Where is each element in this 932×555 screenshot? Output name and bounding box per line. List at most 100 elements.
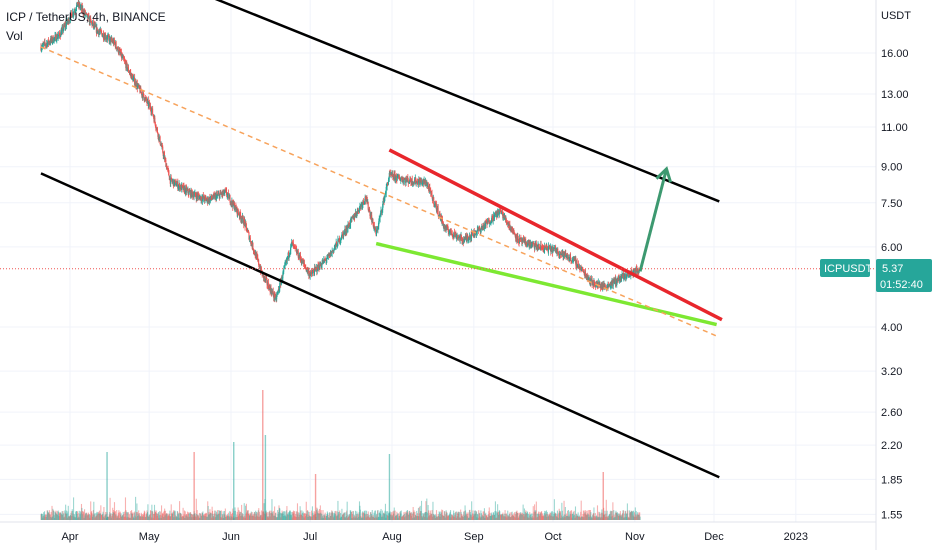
- volume-bar: [464, 510, 467, 520]
- candle-body: [452, 234, 454, 236]
- channel-lower-line[interactable]: [40, 172, 720, 479]
- volume-bar: [614, 512, 617, 520]
- candle-body: [442, 223, 444, 228]
- candle-body: [438, 215, 440, 217]
- volume-bar: [226, 514, 228, 520]
- candle-body: [127, 68, 129, 70]
- volume-bar: [320, 510, 322, 520]
- candle-body: [485, 221, 487, 227]
- volume-bar: [584, 513, 586, 520]
- volume-bar: [330, 512, 332, 520]
- volume-bar: [336, 515, 339, 520]
- volume-bar: [43, 514, 45, 520]
- volume-bar: [382, 516, 384, 520]
- volume-bar: [545, 510, 548, 520]
- candle-body: [135, 81, 137, 87]
- volume-bar: [117, 515, 119, 520]
- channel-upper-line[interactable]: [41, 0, 720, 203]
- volume-bar: [71, 516, 73, 520]
- candle-body: [435, 203, 437, 211]
- volume-bar: [42, 517, 44, 520]
- symbol-title[interactable]: ICP / TetherUS, 4h, BINANCE: [6, 10, 166, 24]
- volume-bar: [375, 517, 377, 520]
- volume-bar: [64, 510, 66, 520]
- volume-bar: [577, 515, 579, 520]
- candle-body: [101, 31, 103, 34]
- volume-bar: [69, 515, 72, 520]
- volume-bar: [69, 515, 71, 520]
- volume-bar: [381, 510, 383, 520]
- support-line[interactable]: [375, 241, 718, 327]
- candle-body: [283, 267, 285, 270]
- volume-bar: [210, 513, 212, 520]
- volume-bar: [273, 515, 275, 520]
- volume-bar: [597, 516, 599, 520]
- volume-bar: [430, 515, 432, 520]
- volume-bar: [214, 510, 216, 520]
- volume-bar: [402, 516, 404, 520]
- volume-bar: [493, 512, 495, 520]
- candle-body: [556, 249, 558, 254]
- time-axis[interactable]: Apr May Jun Jul Aug Sep Oct Nov Dec 2023: [0, 521, 876, 543]
- volume-bar: [224, 508, 226, 520]
- volume-bar: [382, 513, 384, 520]
- volume-bar: [475, 513, 477, 520]
- volume-bar: [572, 513, 574, 520]
- candle-body: [366, 199, 368, 204]
- volume-bar: [188, 513, 190, 520]
- volume-bar: [314, 514, 316, 520]
- volume-bar: [608, 514, 610, 520]
- volume-bar: [537, 511, 540, 520]
- volume-bar: [299, 514, 301, 520]
- volume-bar: [150, 517, 152, 520]
- candle-body: [337, 239, 339, 247]
- volume-bar: [290, 515, 292, 520]
- candle-body: [89, 18, 91, 24]
- volume-bar: [113, 502, 116, 520]
- candle-body: [134, 83, 136, 85]
- volume-bar: [418, 516, 420, 520]
- volume-label[interactable]: Vol: [6, 29, 23, 43]
- candle-body: [395, 175, 397, 180]
- candle-body: [226, 190, 228, 195]
- candle-body: [434, 204, 436, 206]
- candle-body: [373, 225, 375, 230]
- volume-bar: [116, 510, 118, 520]
- candle-body: [596, 282, 598, 284]
- volume-bar: [180, 513, 182, 520]
- candle-body: [97, 30, 99, 32]
- volume-bar: [170, 504, 172, 520]
- resistance-line[interactable]: [388, 148, 723, 322]
- volume-bar: [570, 510, 572, 520]
- volume-bar: [567, 515, 569, 520]
- drawings[interactable]: [0, 0, 876, 479]
- price-axis[interactable]: USDT 16.0013.0011.009.007.506.004.003.20…: [881, 10, 911, 521]
- volume-bar: [292, 513, 294, 520]
- volume-bar: [284, 511, 286, 520]
- volume-bar: [548, 516, 550, 520]
- candle-body: [421, 182, 423, 185]
- volume-bar: [504, 510, 506, 520]
- volume-bar: [399, 511, 401, 520]
- candle-body: [340, 238, 342, 240]
- candle-body: [506, 222, 508, 225]
- dashed-trend-line[interactable]: [40, 46, 720, 338]
- volume-bar: [260, 510, 262, 520]
- volume-bar: [449, 513, 451, 520]
- candle-body: [237, 209, 239, 213]
- volume-bar: [154, 511, 156, 520]
- candle-body: [247, 230, 249, 232]
- candle-body: [382, 204, 384, 211]
- target-arrow-shaft[interactable]: [638, 168, 668, 272]
- candle-body: [535, 243, 537, 248]
- target-arrow-head[interactable]: [655, 166, 673, 183]
- candle-body: [115, 42, 117, 47]
- volume-bar: [401, 516, 403, 520]
- volume-bar: [234, 507, 236, 520]
- volume-bar: [206, 516, 208, 520]
- volume-bar: [556, 515, 558, 520]
- volume-bar: [184, 511, 186, 520]
- volume-bar: [91, 513, 93, 520]
